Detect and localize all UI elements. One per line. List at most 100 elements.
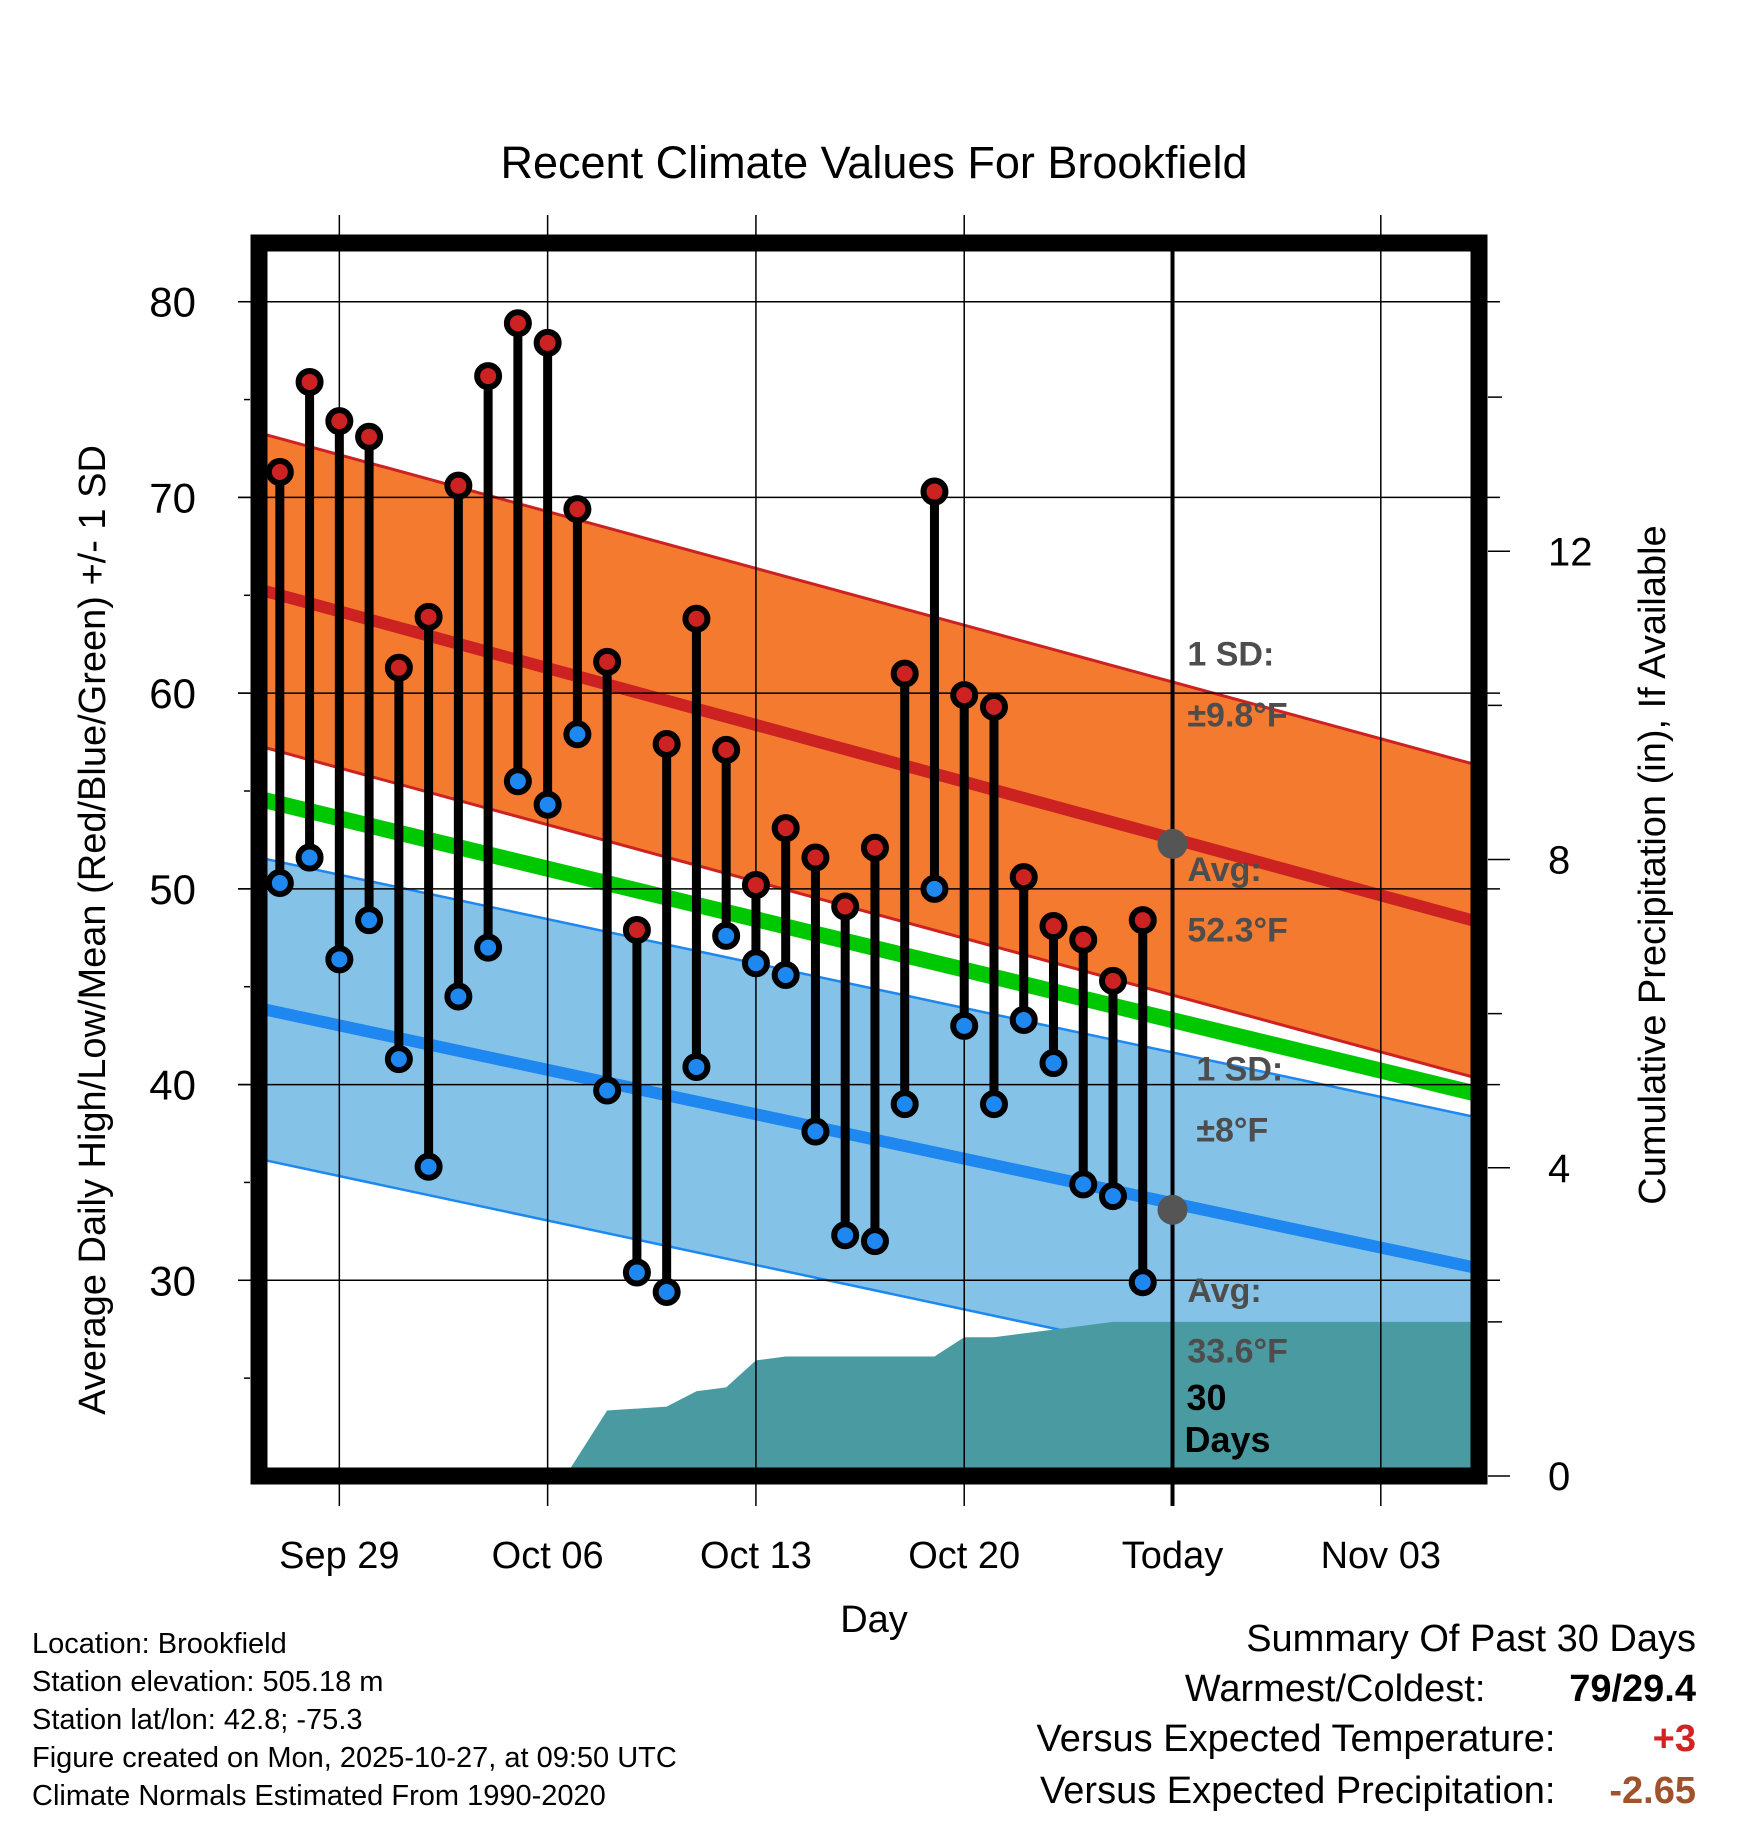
temp-label: Versus Expected Temperature: — [1036, 1718, 1556, 1760]
annotation-label: 1 SD: — [1187, 636, 1274, 674]
day-high-point — [741, 870, 770, 899]
day-high-point — [265, 457, 294, 486]
day-low-point — [979, 1090, 1008, 1119]
plot-frame — [250, 234, 1488, 1485]
day-low-point — [890, 1090, 919, 1119]
summary-title: Summary Of Past 30 Days — [1246, 1618, 1696, 1660]
temp-value: +3 — [1652, 1718, 1696, 1760]
y2-tick-label: 0 — [1548, 1455, 1570, 1499]
day-high-point — [771, 814, 800, 843]
today-normal-marker — [1157, 1194, 1188, 1225]
precip-value: -2.65 — [1609, 1770, 1696, 1812]
day-low-point — [622, 1258, 651, 1287]
warmest-value: 79/29.4 — [1569, 1668, 1696, 1710]
x-tick-label: Oct 20 — [908, 1535, 1020, 1577]
day-low-point — [325, 945, 354, 974]
today-normal-marker — [1157, 828, 1188, 859]
day-high-point — [593, 647, 622, 676]
day-low-point — [355, 906, 384, 935]
day-high-point — [1039, 912, 1068, 941]
cumulative-precip-area — [547, 1321, 1479, 1476]
annotation-value: 52.3°F — [1187, 912, 1288, 950]
annotation-value: ±8°F — [1196, 1111, 1268, 1149]
day-low-point — [563, 720, 592, 749]
day-low-point — [682, 1052, 711, 1081]
precip-label: Versus Expected Precipitation: — [1040, 1770, 1556, 1812]
day-low-point — [503, 767, 532, 796]
x-tick-label: Nov 03 — [1321, 1535, 1441, 1577]
day-low-point — [265, 868, 294, 897]
day-low-point — [1069, 1170, 1098, 1199]
window-label-text: Days — [1185, 1419, 1271, 1460]
day-low-point — [295, 843, 324, 872]
day-low-point — [1039, 1049, 1068, 1078]
day-low-point — [444, 982, 473, 1011]
annotation-label: Avg: — [1187, 851, 1261, 889]
day-high-point — [503, 309, 532, 338]
y-tick-label: 50 — [149, 866, 196, 913]
day-low-point — [1128, 1268, 1157, 1297]
y-tick-label: 70 — [149, 474, 196, 521]
day-high-point — [890, 659, 919, 688]
annotation-label: 1 SD: — [1196, 1051, 1283, 1089]
normal-low-line — [257, 1002, 1481, 1275]
day-low-point — [831, 1221, 860, 1250]
day-low-point — [712, 921, 741, 950]
day-high-point — [414, 602, 443, 631]
x-tick-label: Today — [1122, 1535, 1223, 1577]
day-high-point — [474, 362, 503, 391]
day-high-point — [384, 653, 413, 682]
day-low-point — [593, 1076, 622, 1105]
day-high-point — [682, 604, 711, 633]
precip-row: Versus Expected Precipitation: -2.65 — [1040, 1770, 1696, 1813]
y-tick-label: 40 — [149, 1062, 196, 1109]
created-text: Figure created on Mon, 2025-10-27, at 09… — [32, 1742, 677, 1774]
y-tick-label: 60 — [149, 670, 196, 717]
day-high-point — [860, 833, 889, 862]
day-low-point — [860, 1227, 889, 1256]
day-high-point — [1009, 863, 1038, 892]
y2-axis-label: Cumulative Precipitation (in), If Availa… — [1632, 525, 1674, 1204]
day-low-point — [533, 790, 562, 819]
day-low-point — [741, 949, 770, 978]
day-low-point — [474, 933, 503, 962]
x-tick-label: Sep 29 — [279, 1535, 399, 1577]
day-high-point — [920, 477, 949, 506]
normals-text: Climate Normals Estimated From 1990-2020 — [32, 1780, 606, 1812]
day-high-point — [295, 367, 324, 396]
day-low-point — [920, 874, 949, 903]
day-high-point — [652, 730, 681, 759]
x-tick-label: Oct 13 — [700, 1535, 812, 1577]
chart-title: Recent Climate Values For Brookfield — [501, 137, 1248, 188]
day-low-point — [950, 1011, 979, 1040]
day-high-point — [1069, 925, 1098, 954]
warmest-row: Warmest/Coldest: 79/29.4 — [1185, 1668, 1696, 1711]
day-high-point — [325, 407, 354, 436]
y-axis-label: Average Daily High/Low/Mean (Red/Blue/Gr… — [72, 445, 114, 1415]
day-low-point — [771, 960, 800, 989]
day-high-point — [1128, 906, 1157, 935]
day-high-point — [444, 471, 473, 500]
day-high-point — [1099, 966, 1127, 995]
temp-row: Versus Expected Temperature: +3 — [1037, 1718, 1696, 1761]
x-tick-label: Oct 06 — [492, 1535, 604, 1577]
window-label-number: 30 — [1187, 1377, 1227, 1418]
location-text: Location: Brookfield — [32, 1628, 287, 1660]
day-high-point — [533, 328, 562, 357]
day-low-point — [801, 1117, 830, 1146]
day-high-point — [831, 892, 860, 921]
day-high-point — [563, 495, 592, 524]
day-low-point — [384, 1045, 413, 1074]
latlon-text: Station lat/lon: 42.8; -75.3 — [32, 1704, 363, 1736]
warmest-label: Warmest/Coldest: — [1184, 1668, 1486, 1710]
day-high-point — [355, 422, 384, 451]
day-high-point — [979, 692, 1008, 721]
day-low-point — [414, 1152, 443, 1181]
x-axis-label: Day — [840, 1599, 908, 1641]
y2-tick-label: 4 — [1548, 1147, 1570, 1191]
day-low-point — [652, 1278, 681, 1307]
day-high-point — [950, 681, 979, 710]
day-high-point — [801, 843, 830, 872]
day-high-point — [622, 915, 651, 944]
